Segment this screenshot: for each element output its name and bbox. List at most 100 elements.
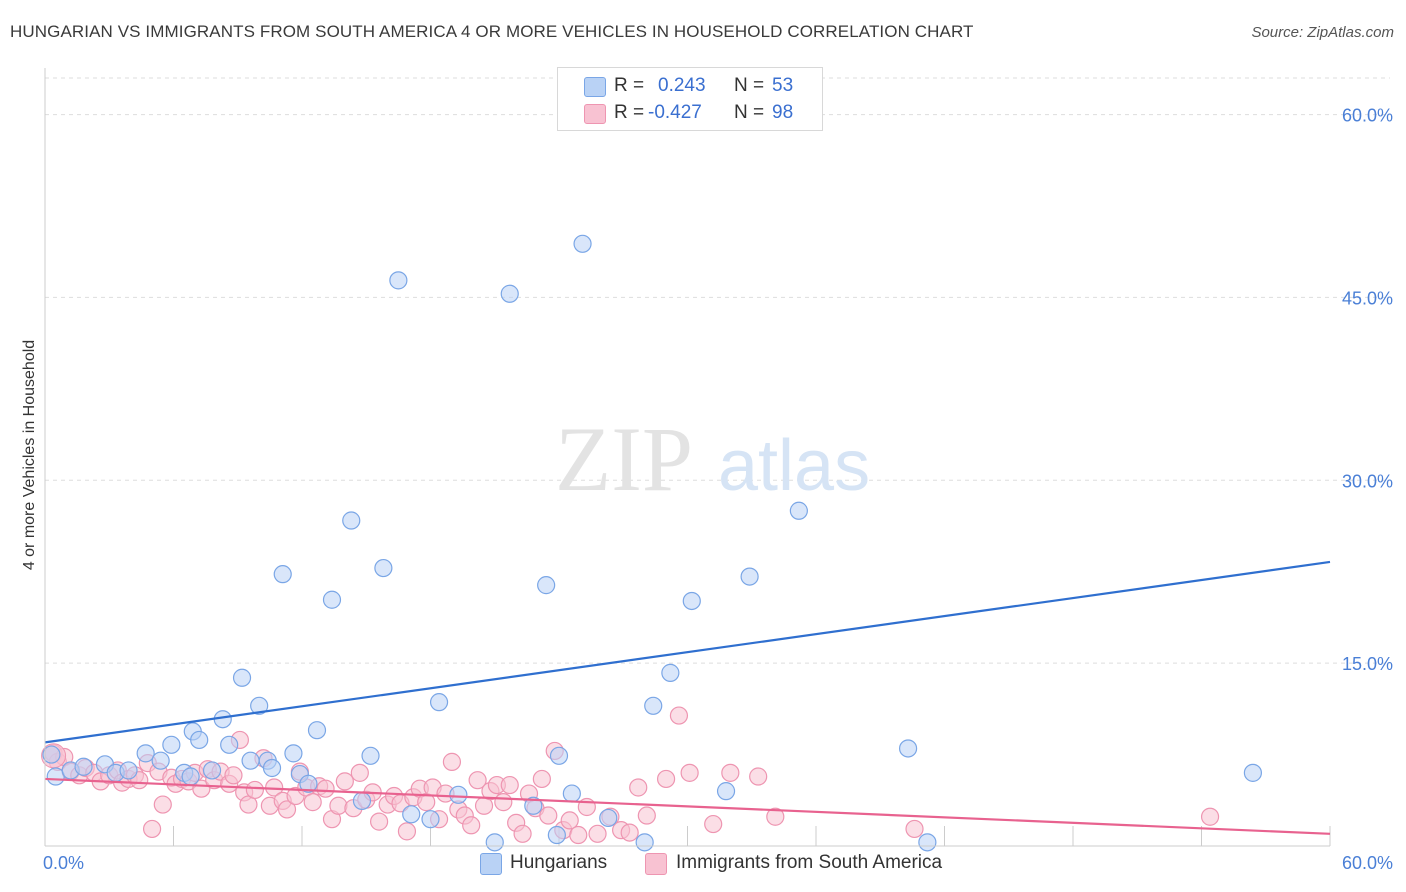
immigrants-point: [462, 816, 481, 835]
tick-labels: 15.0% 30.0% 45.0% 60.0% 0.0% 60.0%: [43, 106, 1393, 873]
hungarians-point: [220, 735, 239, 754]
legend-n-value: 98: [772, 102, 794, 123]
watermark-zip: ZIP: [555, 408, 693, 510]
hungarians-point: [898, 739, 918, 758]
hungarians-point: [284, 744, 303, 763]
x-tick-label: 60.0%: [1342, 853, 1393, 873]
hungarians-point: [299, 774, 318, 793]
trend-lines: [44, 560, 1331, 835]
legend-r-label: R =: [614, 75, 645, 96]
immigrants-trend-line: [44, 777, 1331, 835]
hungarians-point: [361, 746, 380, 765]
series-immigrants-points: [41, 706, 1220, 845]
legend-r-value: 0.243: [658, 75, 706, 96]
immigrants-point: [350, 763, 369, 782]
immigrants-point: [539, 806, 558, 825]
immigrants-point: [560, 811, 579, 830]
immigrants-point: [905, 819, 924, 839]
bottom-legend-swatch-immigrants: [645, 853, 667, 875]
immigrants-point: [721, 763, 740, 782]
hungarians-point: [421, 810, 440, 829]
hungarians-point: [181, 767, 200, 786]
bottom-legend-swatch-hungarians: [480, 853, 502, 875]
immigrants-point: [303, 793, 322, 812]
chart-title: HUNGARIAN VS IMMIGRANTS FROM SOUTH AMERI…: [10, 22, 974, 41]
hungarians-point: [1243, 763, 1263, 782]
immigrants-point: [749, 767, 768, 786]
immigrants-point: [442, 752, 462, 771]
immigrants-point: [245, 780, 264, 800]
axes: [44, 68, 1330, 847]
immigrants-point: [277, 800, 297, 819]
hungarians-point: [136, 744, 155, 763]
hungarians-point: [162, 735, 181, 754]
hungarians-point: [241, 751, 260, 770]
legend-r-label: R =: [614, 102, 645, 123]
legend-r-value: -0.427: [648, 102, 702, 123]
immigrants-point: [468, 771, 487, 790]
hungarians-point: [449, 785, 468, 804]
hungarians-point: [918, 833, 937, 852]
immigrants-point: [142, 819, 162, 839]
source-note: Source: ZipAtlas.com: [1251, 24, 1394, 41]
hungarians-point: [682, 591, 701, 611]
hungarians-point: [190, 730, 209, 750]
x-tick-label: 0.0%: [43, 853, 84, 873]
hungarians-point: [250, 696, 269, 715]
hungarians-point: [537, 576, 556, 595]
legend-n-value: 53: [772, 75, 794, 96]
hungarians-point: [42, 745, 61, 764]
hungarians-point: [322, 590, 342, 609]
y-tick-label: 45.0%: [1342, 288, 1393, 308]
hungarians-point: [119, 761, 138, 780]
bottom-legend-immigrants: Immigrants from South America: [676, 852, 943, 873]
series-hungarians-points: [42, 234, 1263, 852]
hungarians-point: [151, 751, 170, 770]
immigrants-point: [513, 824, 532, 843]
hungarians-point: [547, 825, 566, 845]
immigrants-point: [397, 822, 417, 841]
y-tick-label: 15.0%: [1342, 654, 1393, 674]
correlation-legend: R = 0.243 N = 53 R = -0.427 N = 98: [557, 67, 823, 131]
hungarians-point: [232, 668, 252, 687]
immigrants-point: [532, 769, 551, 789]
hungarians-point: [740, 567, 759, 586]
immigrants-point: [494, 793, 513, 812]
immigrants-point: [629, 778, 648, 797]
hungarians-point: [352, 791, 372, 810]
immigrants-point: [500, 775, 519, 795]
hungarians-point: [524, 796, 543, 815]
hungarians-point: [573, 234, 592, 253]
immigrants-point: [620, 823, 639, 842]
legend-n-label: N =: [734, 75, 765, 96]
immigrants-point: [766, 807, 785, 826]
y-tick-label: 60.0%: [1342, 106, 1393, 126]
hungarians-point: [74, 757, 93, 776]
hungarians-point: [389, 271, 408, 290]
hungarians-point: [562, 784, 581, 803]
hungarians-point: [202, 761, 222, 780]
hungarians-point: [661, 663, 680, 682]
immigrants-point: [669, 706, 689, 725]
hungarians-trend-line: [44, 560, 1331, 744]
immigrants-point: [1200, 807, 1220, 826]
hungarians-point: [262, 758, 282, 778]
legend-swatch-pink: [584, 104, 606, 124]
watermark-atlas: atlas: [718, 426, 870, 506]
y-tick-label: 30.0%: [1342, 471, 1393, 491]
bottom-legend-hungarians: Hungarians: [510, 852, 608, 873]
immigrants-point: [656, 769, 676, 789]
hungarians-point: [307, 721, 327, 740]
hungarians-point: [402, 805, 421, 824]
immigrants-point: [224, 766, 243, 785]
hungarians-point: [644, 696, 663, 715]
hungarians-point: [429, 693, 449, 712]
immigrants-point: [370, 812, 389, 831]
hungarians-point: [273, 565, 292, 584]
hungarians-point: [716, 782, 736, 801]
hungarians-point: [789, 501, 808, 520]
immigrants-point: [329, 796, 348, 815]
legend-n-label: N =: [734, 102, 765, 123]
immigrants-point: [704, 814, 723, 834]
